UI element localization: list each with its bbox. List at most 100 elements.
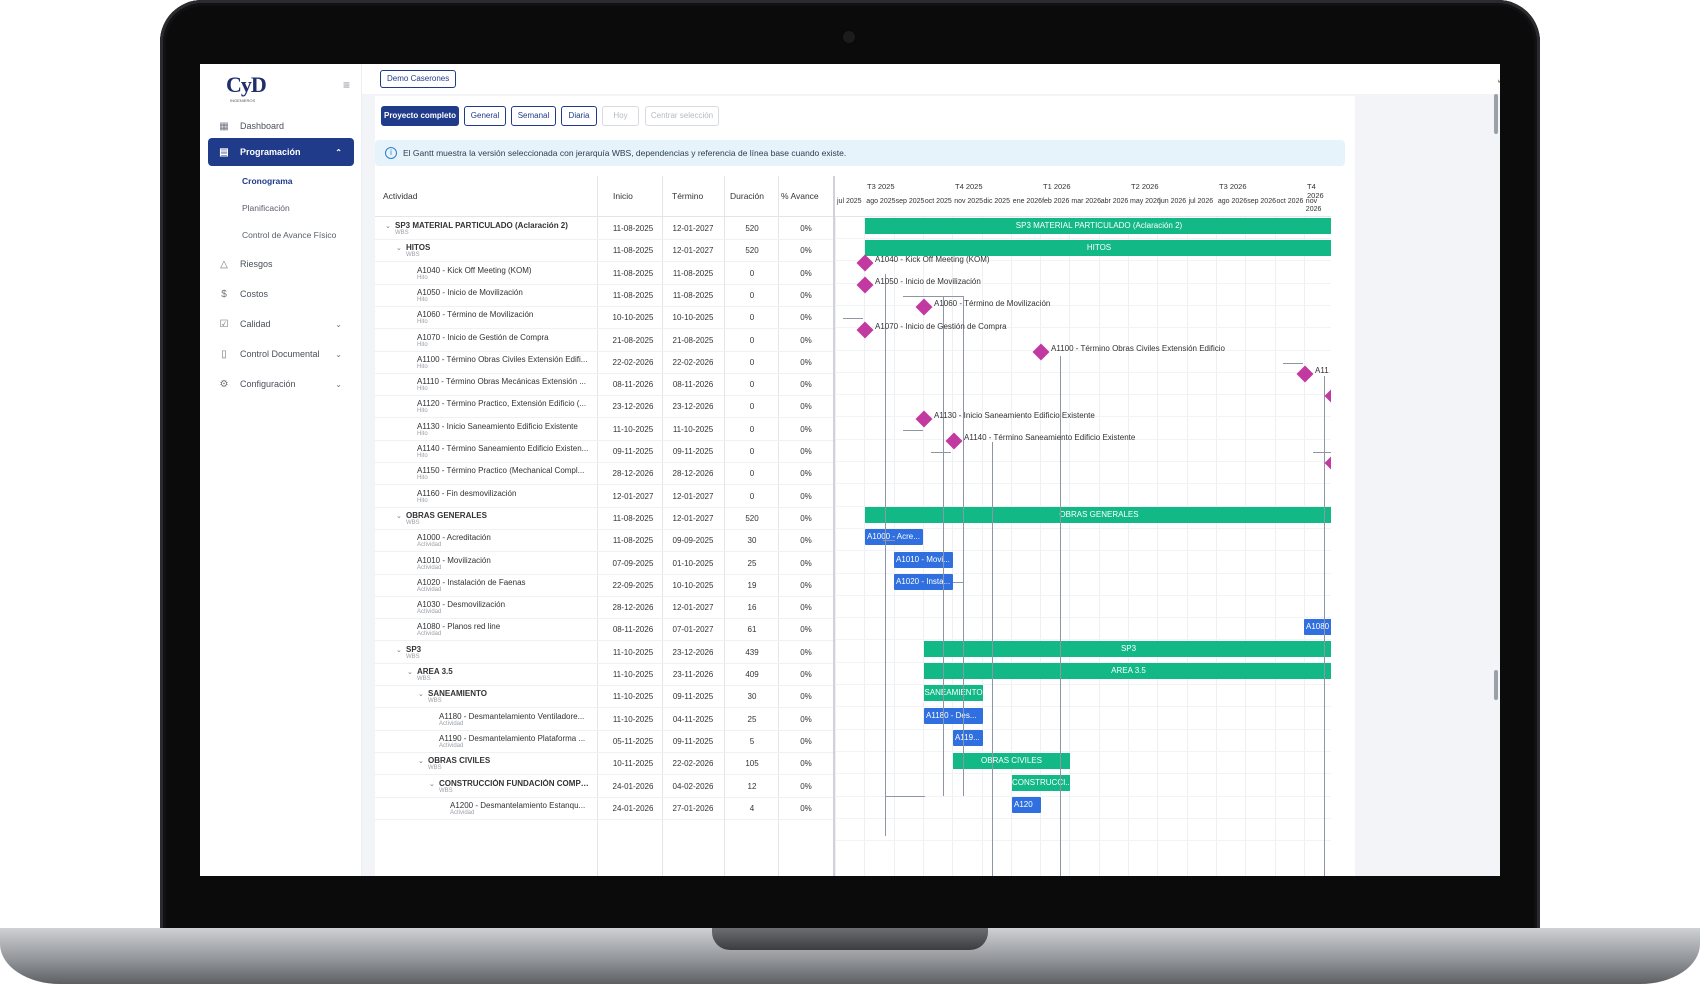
bar-construccion[interactable]: CONSTRUCCI...	[1012, 775, 1070, 791]
start-date: 10-11-2025	[612, 759, 654, 769]
sidebar-item-configuracion[interactable]: ⚙ Configuración ⌄	[208, 370, 354, 398]
subitem-cronograma[interactable]: Cronograma	[242, 176, 293, 186]
scrollbar-thumb[interactable]	[1494, 94, 1498, 134]
project-selector[interactable]: Demo Caserones	[380, 70, 457, 88]
col-actividad[interactable]: Actividad	[383, 191, 418, 201]
table-row[interactable]: A1050 - Inicio de Movilización Hito 11-08-…	[375, 285, 835, 307]
table-row[interactable]: A1060 - Término de Movilización Hito 10-10…	[375, 307, 835, 330]
chevron-down-icon[interactable]: ⌄	[396, 245, 402, 253]
subitem-planificacion[interactable]: Planificación	[242, 203, 290, 213]
subitem-control-avance[interactable]: Control de Avance Físico	[242, 230, 337, 240]
sidebar-item-calidad[interactable]: ☑ Calidad ⌄	[208, 310, 354, 338]
chevron-down-icon[interactable]: ⌄	[396, 512, 402, 520]
start-date: 21-08-2025	[612, 335, 654, 345]
sidebar-item-dashboard[interactable]: ▦ Dashboard	[208, 112, 354, 140]
col-termino[interactable]: Término	[672, 191, 704, 201]
table-row[interactable]: ⌄ SP3 WBS 11-10-2025 23-12-2026 439 0%	[375, 642, 835, 664]
milestone-a1150[interactable]	[1324, 454, 1331, 472]
activity-type: Hito	[417, 319, 428, 326]
milestone-a1130[interactable]	[915, 410, 933, 428]
table-row[interactable]: A1180 - Desmantelamiento Ventiladore... A…	[375, 709, 835, 731]
milestone-a1140[interactable]	[945, 432, 963, 450]
activity-name: A1020 - Instalación de Faenas	[417, 577, 526, 587]
chevron-down-icon[interactable]: ⌄	[385, 223, 391, 230]
dependency-line	[943, 296, 944, 796]
end-date: 11-08-2025	[672, 290, 714, 300]
table-row[interactable]: A1100 - Término Obras Civiles Extensión …	[375, 352, 835, 374]
bar-a1010[interactable]: A1010 - Movi...	[894, 552, 953, 568]
milestone-a1060[interactable]	[915, 298, 933, 316]
table-row[interactable]: A1020 - Instalación de Faenas Actividad 22…	[375, 575, 835, 597]
bar-area-3-5[interactable]: AREA 3.5	[924, 663, 1331, 679]
table-row[interactable]: ⌄ HITOS WBS 11-08-2025 12-01-2027 520 0%	[375, 240, 835, 263]
table-row[interactable]: ⌄ AREA 3.5 WBS 11-10-2025 23-11-2026 409 0%	[375, 664, 835, 686]
chevron-down-icon[interactable]: ⌄	[407, 669, 413, 676]
view-proyecto-completo-button[interactable]: Proyecto completo	[381, 106, 459, 126]
scrollbar-thumb-lower[interactable]	[1494, 670, 1498, 700]
table-row[interactable]: ⌄ CONSTRUCCIÓN FUNDACIÓN COMPRE... WBS 24-0…	[375, 776, 835, 798]
table-row[interactable]: A1110 - Término Obras Mecánicas Extensió…	[375, 374, 835, 397]
month-label: abr 2026	[1100, 198, 1129, 205]
bar-a1190[interactable]: A119...	[953, 730, 983, 746]
end-date: 22-02-2026	[672, 759, 714, 769]
bar-a1020[interactable]: A1020 - Insta...	[894, 574, 953, 590]
fullscreen-icon[interactable]: ⤢	[1498, 74, 1500, 85]
bar-saneamiento[interactable]: SANEAMIENTO	[924, 685, 983, 701]
chevron-down-icon[interactable]: ⌄	[418, 758, 424, 766]
col-avance[interactable]: % Avance	[781, 191, 819, 201]
table-row[interactable]: ⌄ SANEAMIENTO WBS 11-10-2025 09-11-2025 30 0%	[375, 686, 835, 709]
grid-line	[835, 394, 1331, 396]
bar-a1080[interactable]: A1080	[1304, 619, 1331, 635]
bar-obras-civiles[interactable]: OBRAS CIVILES	[953, 753, 1070, 769]
progress: 0%	[800, 603, 812, 613]
table-row[interactable]: A1120 - Término Practico, Extensión Edif…	[375, 396, 835, 419]
table-row[interactable]: A1190 - Desmantelamiento Plataforma ... A…	[375, 731, 835, 753]
table-row[interactable]: A1080 - Planos red line Actividad 08-11-20…	[375, 619, 835, 642]
chevron-down-icon[interactable]: ⌄	[396, 646, 402, 654]
table-row[interactable]: A1160 - Fin desmovilización Hito 12-01-202…	[375, 486, 835, 508]
bar-a1180[interactable]: A1180 - Des...	[924, 708, 983, 724]
table-row[interactable]: A1040 - Kick Off Meeting (KOM) Hito 11-08-…	[375, 263, 835, 285]
sidebar-item-riesgos[interactable]: △ Riesgos	[208, 250, 354, 278]
bar-hitos[interactable]: HITOS	[865, 240, 1331, 256]
table-row[interactable]: A1030 - Desmovilización Actividad 28-12-20…	[375, 597, 835, 620]
milestone-a1100[interactable]	[1032, 343, 1050, 361]
table-row[interactable]: A1200 - Desmantelamiento Estanqu... Activ…	[375, 798, 835, 820]
centrar-seleccion-button[interactable]: Centrar selección	[645, 106, 719, 126]
view-general-button[interactable]: General	[464, 106, 506, 126]
milestone-a1050[interactable]	[856, 276, 874, 294]
sidebar-item-programacion[interactable]: ▤ Programación ⌃	[208, 138, 354, 166]
month-label: ago 2025	[866, 198, 896, 205]
activity-type: Hito	[417, 475, 428, 482]
gantt-chart[interactable]: T3 2025 T4 2025 T1 2026 T2 2026 T3 2026 T4 20…	[833, 176, 1331, 876]
bar-a1000[interactable]: A1000 - Acre...	[865, 529, 923, 545]
milestone-a1120[interactable]	[1324, 387, 1331, 405]
chevron-down-icon[interactable]: ⌄	[429, 780, 435, 788]
milestone-a1070[interactable]	[856, 321, 874, 339]
milestone-a1110[interactable]	[1296, 365, 1314, 383]
bar-sp3-material[interactable]: SP3 MATERIAL PARTICULADO (Aclaración 2)	[865, 218, 1331, 234]
col-inicio[interactable]: Inicio	[613, 191, 633, 201]
menu-toggle-icon[interactable]: ≡	[343, 78, 351, 92]
view-diaria-button[interactable]: Diaria	[561, 106, 597, 126]
table-row[interactable]: A1070 - Inicio de Gestión de Compra Hito 2…	[375, 330, 835, 352]
table-row[interactable]: A1000 - Acreditación Actividad 11-08-2025 0…	[375, 530, 835, 553]
table-row[interactable]: ⌄ SP3 MATERIAL PARTICULADO (Aclaración 2)…	[375, 218, 835, 240]
table-row[interactable]: A1130 - Inicio Saneamiento Edificio Exis…	[375, 419, 835, 441]
bar-a1200[interactable]: A120	[1012, 797, 1041, 813]
col-duracion[interactable]: Duración	[730, 191, 765, 201]
milestone-a1040[interactable]	[856, 254, 874, 272]
sidebar-item-control-documental[interactable]: ▯ Control Documental ⌄	[208, 340, 354, 368]
table-row[interactable]: A1140 - Término Saneamiento Edificio Exi…	[375, 441, 835, 463]
bar-obras-generales[interactable]: OBRAS GENERALES	[865, 507, 1331, 523]
table-row[interactable]: A1150 - Término Practico (Mechanical Com…	[375, 463, 835, 486]
hoy-button[interactable]: Hoy	[602, 106, 639, 126]
sidebar-item-costos[interactable]: $ Costos	[208, 280, 354, 308]
table-row[interactable]: A1010 - Movilización Actividad 07-09-2025 0…	[375, 553, 835, 575]
table-row[interactable]: ⌄ OBRAS CIVILES WBS 10-11-2025 22-02-2026 105…	[375, 753, 835, 776]
view-semanal-button[interactable]: Semanal	[511, 106, 556, 126]
chevron-down-icon[interactable]: ⌄	[418, 691, 424, 699]
bar-sp3[interactable]: SP3	[924, 641, 1331, 657]
duration: 520	[745, 246, 759, 256]
table-row[interactable]: ⌄ OBRAS GENERALES WBS 11-08-2025 12-01-2027 5…	[375, 508, 835, 530]
